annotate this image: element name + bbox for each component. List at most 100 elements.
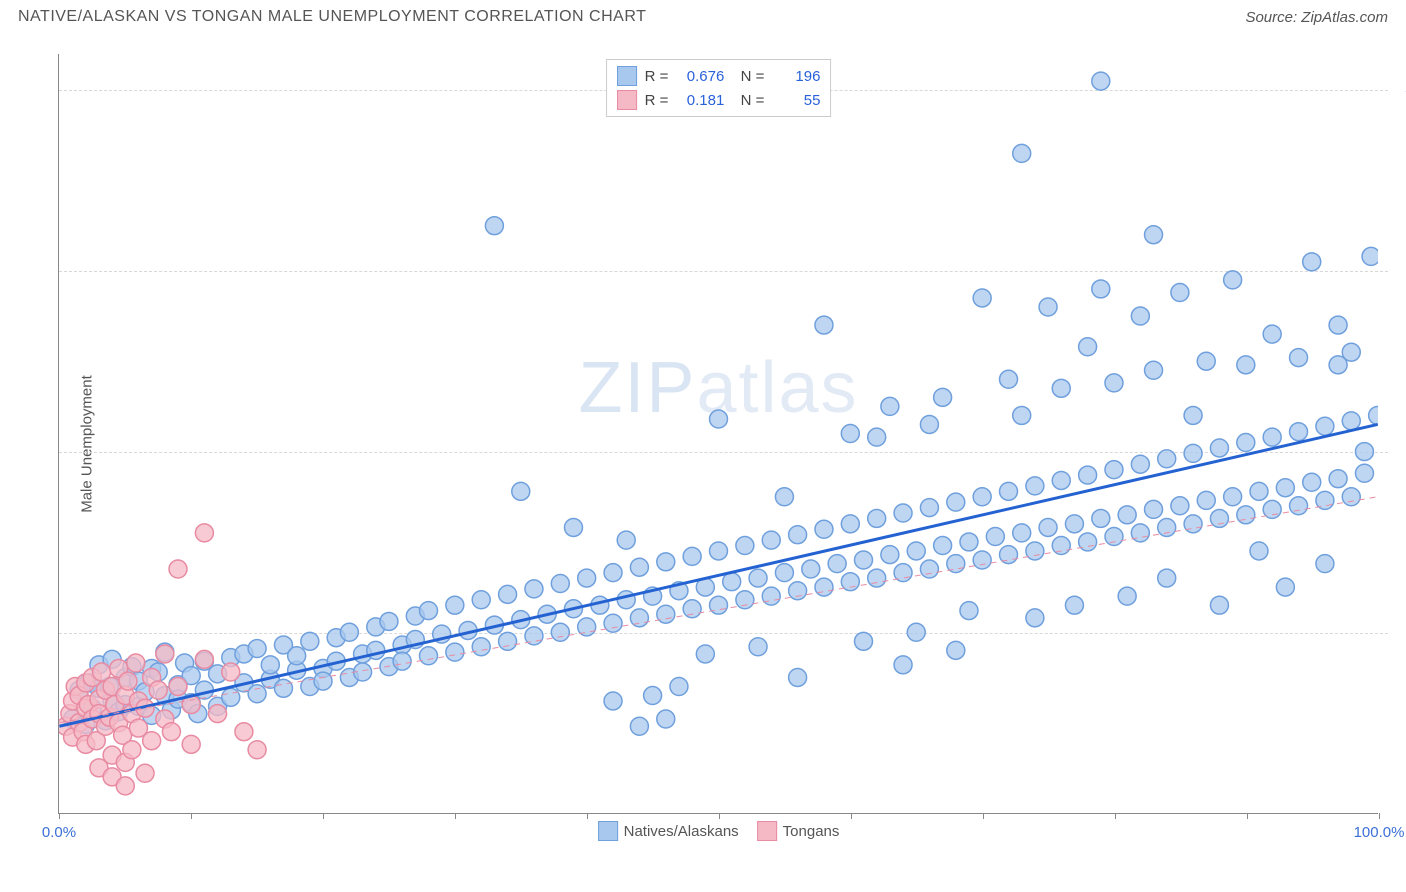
scatter-point: [1092, 280, 1110, 298]
scatter-point: [499, 632, 517, 650]
scatter-point: [485, 217, 503, 235]
scatter-point: [894, 504, 912, 522]
scatter-point: [1329, 470, 1347, 488]
scatter-point: [1105, 528, 1123, 546]
scatter-point: [274, 679, 292, 697]
scatter-point: [1276, 578, 1294, 596]
scatter-point: [143, 732, 161, 750]
scatter-point: [119, 672, 137, 690]
scatter-point: [149, 681, 167, 699]
scatter-point: [1065, 596, 1083, 614]
scatter-point: [617, 591, 635, 609]
scatter-point: [127, 654, 145, 672]
r-value-natives: 0.676: [676, 68, 724, 85]
scatter-point: [288, 647, 306, 665]
r-label: R =: [645, 68, 669, 85]
n-value-tongans: 55: [772, 92, 820, 109]
x-tick: [323, 813, 324, 819]
scatter-point: [789, 526, 807, 544]
swatch-natives: [617, 66, 637, 86]
scatter-point: [868, 428, 886, 446]
scatter-point: [1342, 488, 1360, 506]
scatter-point: [986, 528, 1004, 546]
legend-item-natives: Natives/Alaskans: [598, 821, 739, 841]
scatter-point: [973, 289, 991, 307]
scatter-point: [934, 388, 952, 406]
scatter-point: [789, 582, 807, 600]
scatter-point: [1092, 72, 1110, 90]
scatter-point: [696, 645, 714, 663]
scatter-point: [855, 551, 873, 569]
scatter-point: [393, 652, 411, 670]
scatter-point: [162, 723, 180, 741]
scatter-point: [868, 569, 886, 587]
scatter-point: [1290, 423, 1308, 441]
scatter-point: [617, 531, 635, 549]
series-legend: Natives/Alaskans Tongans: [598, 821, 840, 841]
scatter-point: [920, 499, 938, 517]
x-tick: [587, 813, 588, 819]
scatter-point: [762, 587, 780, 605]
scatter-point: [1276, 479, 1294, 497]
scatter-point: [1184, 444, 1202, 462]
scatter-point: [136, 764, 154, 782]
scatter-point: [934, 537, 952, 555]
scatter-point: [1092, 509, 1110, 527]
scatter-point: [868, 509, 886, 527]
scatter-point: [920, 560, 938, 578]
scatter-point: [551, 575, 569, 593]
scatter-point: [1158, 450, 1176, 468]
scatter-point: [512, 482, 530, 500]
scatter-point: [472, 638, 490, 656]
scatter-point: [1131, 524, 1149, 542]
scatter-point: [630, 717, 648, 735]
scatter-point: [907, 542, 925, 560]
scatter-point: [1342, 412, 1360, 430]
scatter-point: [1131, 455, 1149, 473]
scatter-point: [248, 640, 266, 658]
scatter-point: [235, 723, 253, 741]
scatter-point: [1013, 144, 1031, 162]
scatter-point: [1250, 542, 1268, 560]
scatter-point: [973, 488, 991, 506]
r-value-tongans: 0.181: [676, 92, 724, 109]
scatter-point: [182, 735, 200, 753]
scatter-point: [841, 425, 859, 443]
scatter-point: [1026, 477, 1044, 495]
scatter-point: [960, 533, 978, 551]
scatter-point: [1369, 406, 1378, 424]
legend-label-natives: Natives/Alaskans: [624, 823, 739, 840]
scatter-point: [1303, 253, 1321, 271]
scatter-point: [1158, 569, 1176, 587]
scatter-point: [340, 623, 358, 641]
scatter-point: [169, 560, 187, 578]
stats-row-tongans: R = 0.181 N = 55: [617, 88, 821, 112]
scatter-point: [1171, 497, 1189, 515]
scatter-point: [657, 605, 675, 623]
scatter-point: [1000, 370, 1018, 388]
scatter-point: [1000, 482, 1018, 500]
scatter-point: [551, 623, 569, 641]
x-tick: [1247, 813, 1248, 819]
scatter-point: [123, 741, 141, 759]
scatter-point: [1118, 506, 1136, 524]
scatter-point: [1210, 439, 1228, 457]
scatter-point: [841, 515, 859, 533]
legend-item-tongans: Tongans: [757, 821, 840, 841]
scatter-point: [1105, 374, 1123, 392]
scatter-point: [1250, 482, 1268, 500]
scatter-point: [301, 632, 319, 650]
chart-title: NATIVE/ALASKAN VS TONGAN MALE UNEMPLOYME…: [18, 8, 646, 26]
stats-legend: R = 0.676 N = 196 R = 0.181 N = 55: [606, 59, 832, 117]
scatter-point: [248, 741, 266, 759]
scatter-point: [1158, 518, 1176, 536]
scatter-point: [920, 415, 938, 433]
scatter-point: [1263, 428, 1281, 446]
n-label: N =: [732, 68, 764, 85]
scatter-point: [1237, 356, 1255, 374]
scatter-point: [1052, 471, 1070, 489]
x-tick-label: 100.0%: [1354, 824, 1405, 841]
scatter-point: [1052, 379, 1070, 397]
scatter-point: [1118, 587, 1136, 605]
scatter-point: [1224, 271, 1242, 289]
